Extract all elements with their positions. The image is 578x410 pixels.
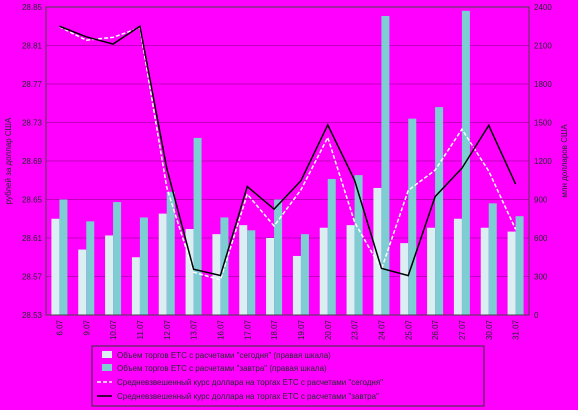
bar-today-volume [319,227,328,315]
legend-swatch-tomorrow-volume [102,364,112,371]
lines [59,25,517,281]
right-axis-ticks: 0 300 600 900 1200 1500 1800 2100 2400 [534,3,552,320]
x-tick-label: 26.07 [431,319,440,340]
bar-today-volume [239,225,248,315]
right-tick-label: 1200 [534,157,552,166]
bar-today-volume [507,231,516,315]
bar-today-volume [78,249,87,315]
x-tick-label: 12.07 [163,319,172,340]
legend-label-tomorrow-volume: Объем торгов ЕТС с расчетами "завтра" (п… [117,364,327,373]
bar-today-volume [453,218,462,315]
bar-tomorrow-volume [193,137,202,315]
left-axis-ticks: 28.53 28.57 28.61 28.65 28.69 28.73 28.77 28.81… [22,3,43,320]
line-tomorrow-rate [59,25,517,277]
bar-today-volume [158,213,167,315]
bar-tomorrow-volume [113,202,122,315]
bar-today-volume [131,257,140,315]
bar-tomorrow-volume [59,199,68,315]
bar-today-volume [51,218,60,315]
x-tick-label: 11.07 [136,319,145,339]
bar-today-volume [373,187,382,315]
x-tick-label: 31.07 [512,319,521,340]
x-tick-label: 19.07 [297,319,306,340]
x-tick-label: 20.07 [324,319,333,340]
legend-box [91,345,485,407]
x-tick-label: 24.07 [377,319,386,340]
x-tick-label: 23.07 [351,319,360,340]
left-tick-label: 28.85 [22,3,43,12]
bars [51,10,524,316]
x-tick-label: 18.07 [270,319,279,340]
bar-tomorrow-volume [86,221,95,315]
bar-today-volume [346,225,355,315]
bar-today-volume [427,227,436,315]
x-tick-label: 6.07 [55,319,64,335]
right-tick-label: 2400 [534,3,552,12]
x-tick-label: 27.07 [458,319,467,340]
x-tick-label: 9.07 [82,319,91,335]
left-tick-label: 28.73 [22,119,43,128]
right-tick-label: 1500 [534,119,552,128]
x-axis-ticks: 6.07 9.07 10.07 11.07 12.07 13.07 16.07 17.07 18… [55,319,520,340]
bar-today-volume [105,235,114,315]
bar-tomorrow-volume [327,178,336,315]
right-tick-label: 300 [534,273,548,282]
plot-area-border [45,6,530,316]
left-tick-label: 28.69 [22,157,43,166]
left-axis-title: рублей за доллар США [4,117,13,204]
left-tick-label: 28.61 [22,234,43,243]
legend: Объем торгов ЕТС с расчетами "сегодня" (… [91,345,485,407]
bar-tomorrow-volume [247,230,256,315]
right-tick-label: 2100 [534,42,552,51]
bar-tomorrow-volume [300,234,309,315]
right-tick-label: 600 [534,234,548,243]
right-tick-label: 900 [534,196,548,205]
x-tick-label: 10.07 [109,319,118,340]
grid [46,45,529,277]
bar-today-volume [400,243,409,315]
bar-tomorrow-volume [274,199,283,315]
right-tick-label: 1800 [534,80,552,89]
x-tick-label: 16.07 [216,319,225,340]
left-tick-label: 28.57 [22,273,43,282]
left-tick-label: 28.77 [22,80,43,89]
bar-tomorrow-volume [408,118,417,316]
legend-label-today-rate: Средневзвешенный курс доллара на торгах … [117,378,383,387]
bar-today-volume [185,229,194,315]
legend-label-today-volume: Объем торгов ЕТС с расчетами "сегодня" (… [117,351,331,360]
right-tick-label: 0 [534,311,539,320]
bar-tomorrow-volume [515,216,524,315]
bar-tomorrow-volume [354,175,363,315]
legend-label-tomorrow-rate: Средневзвешенный курс доллара на торгах … [117,392,379,401]
x-tick-label: 30.07 [485,319,494,340]
bar-tomorrow-volume [435,107,444,315]
left-tick-label: 28.81 [22,42,43,51]
line-today-rate [59,26,517,281]
bar-tomorrow-volume [488,203,497,315]
left-tick-label: 28.65 [22,196,43,205]
bar-today-volume [292,255,301,315]
bar-tomorrow-volume [166,191,175,315]
x-tick-label: 13.07 [190,319,199,340]
left-tick-label: 28.53 [22,311,43,320]
x-tick-label: 25.07 [404,319,413,340]
bar-tomorrow-volume [381,15,390,315]
right-axis-title: млн долларов США [560,124,569,198]
x-tick-label: 17.07 [243,319,252,340]
bar-today-volume [480,227,489,315]
bar-today-volume [266,238,275,315]
legend-swatch-today-volume [102,351,112,358]
bar-tomorrow-volume [139,217,148,315]
